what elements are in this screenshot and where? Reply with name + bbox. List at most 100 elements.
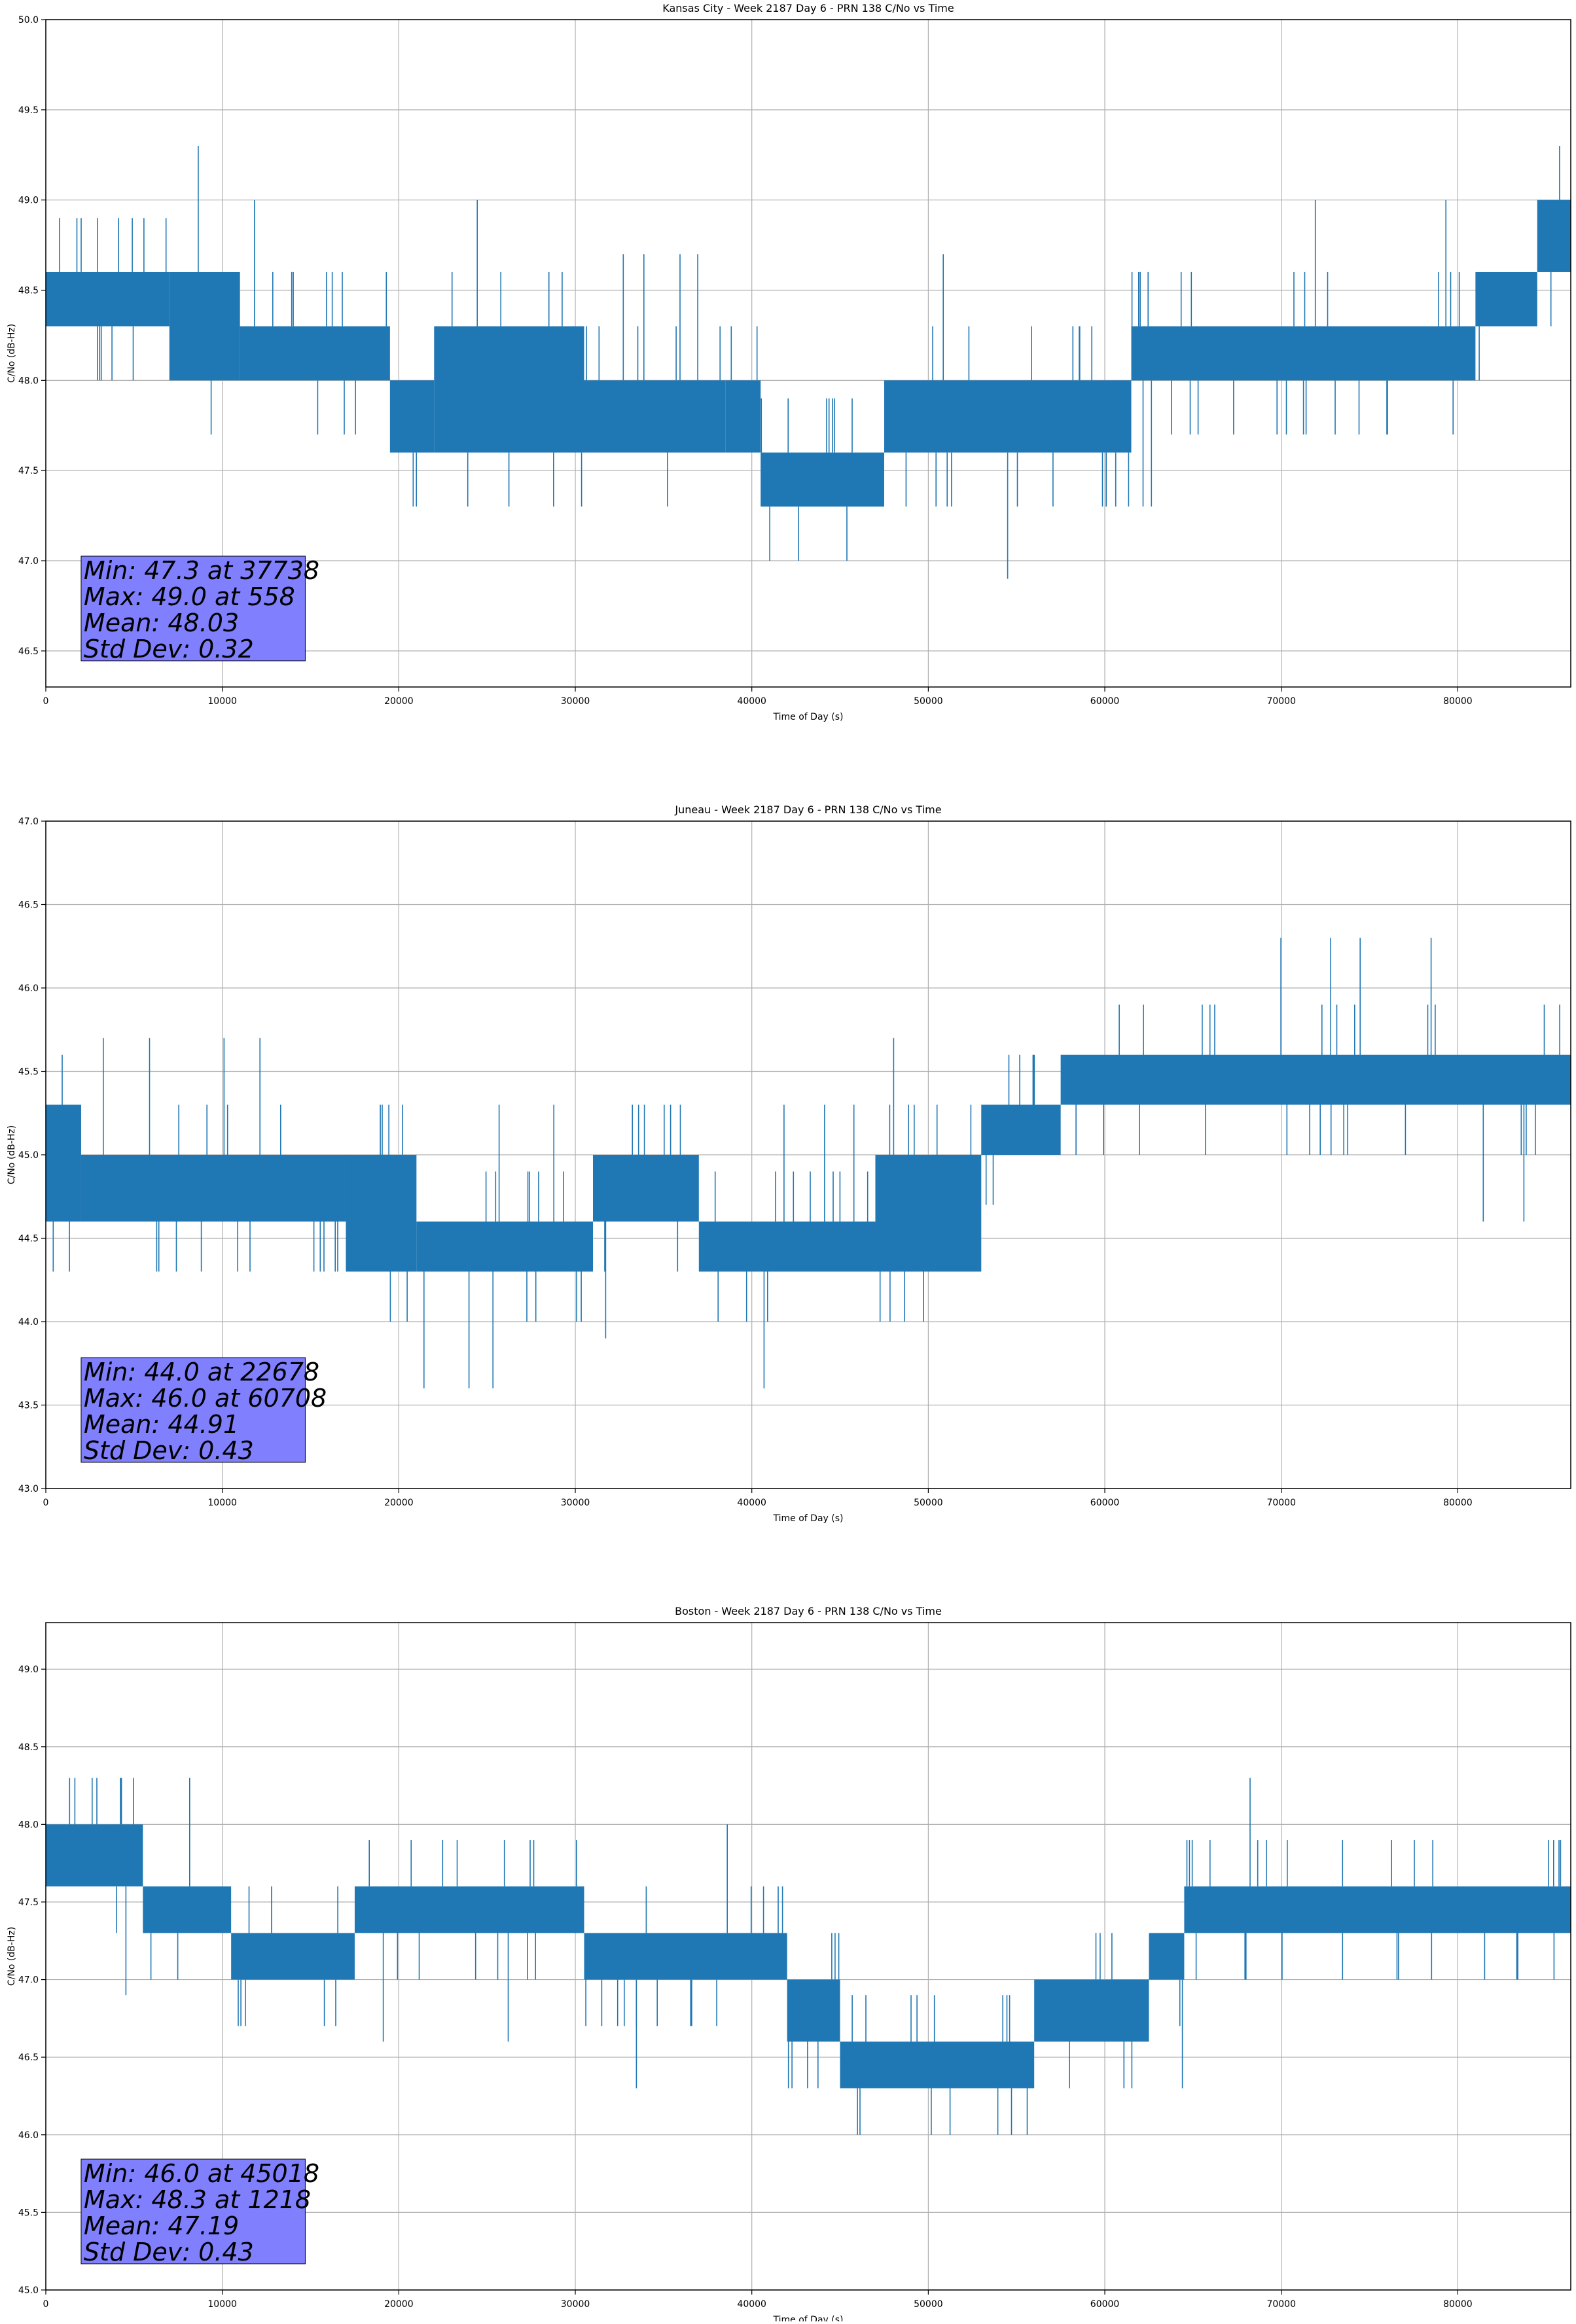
data-band — [354, 1886, 584, 1933]
axes-frame — [45, 1622, 1571, 2291]
data-band — [346, 1155, 417, 1272]
data-spikes — [787, 1933, 840, 2088]
y-tick-label: 49.0 — [18, 196, 39, 206]
y-tick-label: 46.5 — [18, 2052, 39, 2063]
data-band — [1475, 272, 1537, 326]
data-series — [46, 146, 1571, 579]
data-band — [1184, 1886, 1571, 1933]
x-tick-label: 0 — [43, 696, 49, 707]
y-tick-label: 48.0 — [18, 376, 39, 386]
y-tick-label: 49.0 — [18, 1664, 39, 1675]
stats-line: Max: 46.0 at 60708 — [84, 1384, 327, 1413]
data-band — [389, 380, 435, 453]
data-band — [875, 1155, 982, 1272]
data-spikes — [714, 1104, 869, 1388]
data-spikes — [1179, 1979, 1183, 2088]
x-tick-label: 70000 — [1266, 2299, 1296, 2310]
y-tick-label: 44.5 — [18, 1234, 39, 1244]
data-spikes — [1131, 200, 1460, 507]
y-axis-label: C/No (dB-Hz) — [7, 324, 17, 383]
data-spikes — [423, 1104, 582, 1388]
data-band — [240, 326, 390, 381]
x-tick-label: 80000 — [1443, 2299, 1473, 2310]
x-tick-label: 20000 — [384, 2299, 414, 2310]
data-band — [1060, 1055, 1571, 1105]
axes-frame — [45, 19, 1571, 688]
x-tick-label: 20000 — [384, 696, 414, 707]
data-spikes — [585, 1824, 783, 2088]
stats-line: Mean: 44.91 — [84, 1410, 239, 1439]
y-tick-label: 48.5 — [18, 286, 39, 296]
data-spikes — [1075, 938, 1560, 1222]
data-band — [584, 1933, 787, 1980]
x-tick-label: 20000 — [384, 1498, 414, 1508]
data-spikes — [1186, 1778, 1562, 1980]
x-tick-label: 10000 — [207, 1498, 237, 1508]
y-tick-label: 48.5 — [18, 1742, 39, 1753]
y-axis-label: C/No (dB-Hz) — [7, 1927, 17, 1986]
data-series — [46, 1778, 1571, 2135]
x-tick-label: 60000 — [1090, 2299, 1120, 2310]
x-tick-label: 70000 — [1266, 696, 1296, 707]
data-spikes — [254, 200, 387, 435]
data-spikes — [604, 1104, 681, 1339]
data-band — [1034, 1979, 1149, 2042]
x-tick-label: 10000 — [207, 696, 237, 707]
x-tick-label: 40000 — [737, 696, 766, 707]
x-tick-label: 0 — [43, 2299, 49, 2310]
x-tick-label: 30000 — [561, 2299, 590, 2310]
y-tick-label: 47.0 — [18, 817, 39, 827]
y-tick-label: 45.5 — [18, 2208, 39, 2218]
y-tick-label: 48.0 — [18, 1820, 39, 1830]
y-tick-label: 45.0 — [18, 2285, 39, 2296]
data-band — [46, 272, 170, 326]
data-spikes — [1550, 146, 1560, 326]
y-tick-label: 44.0 — [18, 1317, 39, 1328]
data-spikes — [238, 1886, 338, 2026]
data-spikes — [985, 1055, 1035, 1205]
x-tick-label: 50000 — [914, 696, 943, 707]
x-tick-label: 70000 — [1266, 1498, 1296, 1508]
y-tick-label: 45.0 — [18, 1150, 39, 1161]
data-band — [761, 452, 884, 507]
stats-line: Mean: 47.19 — [84, 2211, 239, 2240]
chart-title: Kansas City - Week 2187 Day 6 - PRN 138 … — [662, 2, 954, 14]
x-tick-label: 30000 — [561, 696, 590, 707]
y-axis-label: C/No (dB-Hz) — [7, 1125, 17, 1184]
data-band — [725, 380, 761, 453]
x-tick-label: 0 — [43, 1498, 49, 1508]
y-tick-label: 47.5 — [18, 1897, 39, 1908]
y-tick-label: 49.5 — [18, 105, 39, 116]
data-band — [1131, 326, 1476, 381]
x-tick-label: 40000 — [737, 2299, 766, 2310]
data-spikes — [851, 1995, 1028, 2135]
x-tick-label: 60000 — [1090, 1498, 1120, 1508]
chart-panel-0: 0 10000 20000 30000 40000 50000 60000 70000 8000… — [7, 2, 1571, 722]
data-band — [884, 380, 1132, 453]
data-band — [81, 1155, 346, 1222]
stats-line: Min: 47.3 at 37738 — [84, 556, 319, 585]
stats-line: Std Dev: 0.43 — [84, 1436, 254, 1465]
data-spikes — [69, 1778, 134, 1996]
data-band — [46, 1104, 81, 1222]
y-tick-label: 50.0 — [18, 15, 39, 26]
y-tick-label: 46.0 — [18, 983, 39, 994]
data-band — [169, 272, 240, 381]
stats-line: Min: 46.0 at 45018 — [84, 2159, 319, 2188]
data-spikes — [761, 398, 853, 561]
stats-box-background — [81, 2158, 306, 2264]
x-tick-label: 80000 — [1443, 1498, 1473, 1508]
chart-title: Boston - Week 2187 Day 6 - PRN 138 C/No … — [675, 1605, 942, 1617]
stats-line: Std Dev: 0.43 — [84, 2238, 254, 2266]
chart-panel-2: 0 10000 20000 30000 40000 50000 60000 70000 8000… — [7, 1605, 1571, 2324]
data-spikes — [380, 1104, 408, 1322]
x-tick-label: 30000 — [561, 1498, 590, 1508]
x-tick-label: 50000 — [914, 1498, 943, 1508]
x-tick-label: 10000 — [207, 2299, 237, 2310]
x-tick-label: 50000 — [914, 2299, 943, 2310]
